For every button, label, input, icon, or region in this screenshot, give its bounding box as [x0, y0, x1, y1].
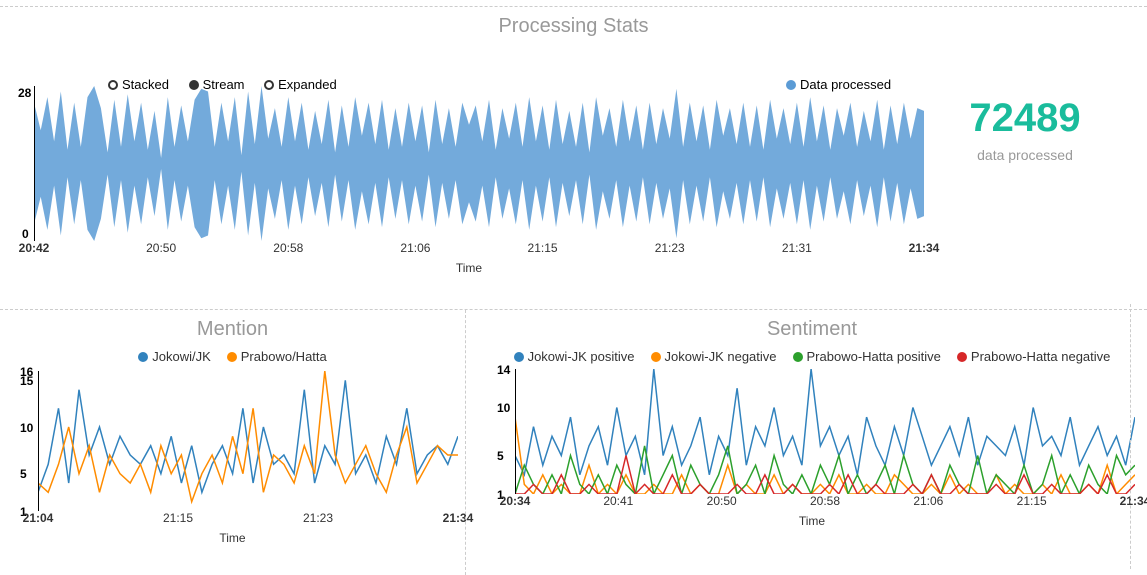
legend-item[interactable]: Jokowi-JK positive: [514, 349, 635, 364]
top-x-title: Time: [18, 261, 920, 275]
legend-item[interactable]: Prabowo-Hatta negative: [957, 349, 1110, 364]
sentiment-x-axis: 20:3420:4120:5020:5821:0621:1521:34: [515, 494, 1135, 512]
mention-x-title: Time: [0, 531, 465, 545]
legend-item[interactable]: Prabowo-Hatta positive: [793, 349, 941, 364]
mention-legend: Jokowi/JK Prabowo/Hatta: [0, 349, 465, 365]
sentiment-title: Sentiment: [477, 318, 1147, 341]
top-x-axis: 20:4220:5020:5821:0621:1521:2321:3121:34: [34, 241, 924, 259]
mention-title: Mention: [0, 318, 465, 341]
y-min-label: 0: [22, 227, 29, 241]
sentiment-x-title: Time: [477, 514, 1147, 528]
legend-item[interactable]: Jokowi-JK negative: [651, 349, 777, 364]
legend-item[interactable]: Jokowi/JK: [138, 349, 211, 364]
sentiment-legend: Jokowi-JK positive Jokowi-JK negative Prab…: [477, 349, 1147, 365]
big-number-box: 72489 data processed: [920, 96, 1130, 275]
legend-item[interactable]: Prabowo/Hatta: [227, 349, 327, 364]
big-number: 72489: [920, 96, 1130, 141]
sentiment-line-chart: [515, 369, 1135, 494]
processing-stream-chart: [34, 86, 924, 241]
mention-x-axis: 21:0421:1521:2321:34: [38, 511, 458, 529]
mention-panel: Mention Jokowi/JKPrabowo/Hatta 15101516 …: [0, 310, 465, 575]
mention-line-chart: [38, 371, 458, 511]
big-number-label: data processed: [920, 147, 1130, 163]
processing-stats-title: Processing Stats: [0, 15, 1147, 38]
y-max-label: 28: [18, 86, 31, 100]
processing-stats-panel: Processing Stats Stacked Stream Expanded…: [0, 15, 1147, 305]
sentiment-panel: Sentiment Jokowi-JK positive Jokowi-JK ne…: [477, 310, 1147, 575]
